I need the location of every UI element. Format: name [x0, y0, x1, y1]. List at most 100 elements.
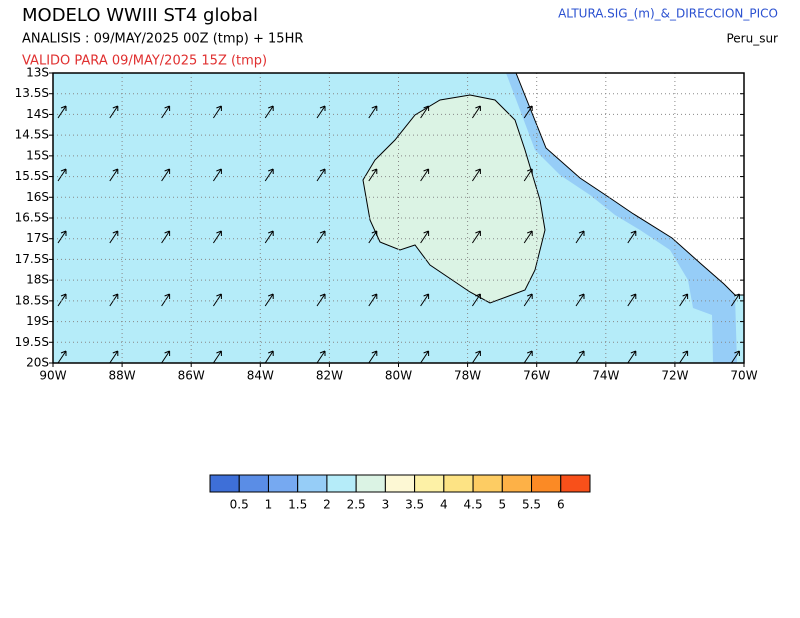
lat-label: 15S — [26, 148, 49, 162]
wave-direction-arrow — [420, 293, 430, 307]
wave-direction-arrow — [679, 293, 689, 307]
lon-label: 86W — [178, 369, 205, 383]
wave-direction-arrow — [627, 293, 637, 307]
lat-label: 16.5S — [15, 211, 49, 225]
lat-label: 17S — [26, 231, 49, 245]
colorbar-box — [326, 474, 357, 493]
wave-direction-arrow — [109, 293, 119, 307]
wave-direction-arrow — [212, 168, 222, 182]
colorbar-label: 5.5 — [522, 498, 541, 512]
lat-label: 19.5S — [15, 335, 49, 349]
wave-direction-arrow — [264, 105, 274, 119]
contour-2-5 — [362, 94, 546, 304]
wave-direction-arrow — [109, 168, 119, 182]
wave-direction-arrow — [368, 293, 378, 307]
wave-direction-arrow — [316, 293, 326, 307]
lat-label: 18.5S — [15, 293, 49, 307]
wave-direction-arrow — [523, 230, 533, 244]
lon-label: 78W — [454, 369, 481, 383]
wave-direction-arrow — [420, 350, 430, 364]
wave-direction-arrow — [368, 230, 378, 244]
wave-direction-arrow — [161, 105, 171, 119]
analysis: ANALISIS : 09/MAY/2025 00Z (tmp) + 15HR — [22, 32, 303, 47]
wave-direction-arrow — [368, 350, 378, 364]
lon-label: 74W — [592, 369, 619, 383]
colorbar: 0.5 1 1.5 2 2.5 3 3.5 4 4.5 5 5.5 6 — [209, 474, 591, 512]
colorbar-box — [267, 474, 299, 493]
colorbar-label: 5 — [498, 498, 506, 512]
colorbar-box — [560, 474, 591, 493]
wave-direction-arrow — [627, 350, 637, 364]
colorbar-box — [384, 474, 416, 493]
lat-label: 13.5S — [15, 86, 49, 100]
wave-direction-arrow — [575, 350, 585, 364]
wave-direction-arrow — [523, 350, 533, 364]
colorbar-box — [501, 474, 533, 493]
wave-direction-arrow — [471, 230, 481, 244]
colorbar-label: 0.5 — [230, 498, 249, 512]
colorbar-box — [238, 474, 269, 493]
wave-direction-arrow — [730, 293, 740, 307]
wave-direction-arrow — [109, 230, 119, 244]
wave-direction-arrow — [161, 230, 171, 244]
colorbar-label: 6 — [557, 498, 565, 512]
wave-direction-arrow — [523, 105, 533, 119]
wave-direction-arrow — [316, 105, 326, 119]
lon-label: 72W — [661, 369, 688, 383]
lon-label: 88W — [109, 369, 136, 383]
lat-label: 16S — [26, 190, 49, 204]
colorbar-box — [414, 474, 445, 493]
wave-direction-arrow — [368, 105, 378, 119]
wave-direction-arrow — [264, 168, 274, 182]
colorbar-label: 4 — [440, 498, 448, 512]
colorbar-box — [472, 474, 503, 493]
wave-direction-arrow — [57, 105, 67, 119]
wave-direction-arrow — [420, 168, 430, 182]
wave-direction-arrow — [420, 105, 430, 119]
wave-direction-arrow — [161, 350, 171, 364]
lon-label: 90W — [39, 369, 66, 383]
wave-direction-arrow — [471, 105, 481, 119]
lat-label: 14.5S — [15, 128, 49, 142]
wave-direction-arrow — [161, 168, 171, 182]
wave-direction-arrow — [420, 230, 430, 244]
wave-direction-arrow — [264, 350, 274, 364]
lat-label: 20S — [26, 356, 49, 370]
lon-label: 70W — [730, 369, 757, 383]
wave-direction-arrow — [212, 230, 222, 244]
colorbar-label: 3.5 — [405, 498, 424, 512]
lat-label: 13S — [26, 66, 49, 80]
lat-label: 19S — [26, 314, 49, 328]
variable: ALTURA.SIG_(m)_&_DIRECCION_PICO — [558, 7, 778, 21]
colorbar-box — [209, 474, 240, 493]
wave-direction-arrow — [679, 350, 689, 364]
colorbar-label: 2.5 — [347, 498, 366, 512]
wave-direction-arrow — [212, 105, 222, 119]
wave-direction-arrow — [57, 230, 67, 244]
lon-label: 82W — [316, 369, 343, 383]
wave-direction-arrow — [316, 168, 326, 182]
lat-label: 15.5S — [15, 169, 49, 183]
wave-direction-arrow — [627, 230, 637, 244]
lat-label: 14S — [26, 107, 49, 121]
wave-direction-arrow — [264, 230, 274, 244]
wave-direction-arrow — [730, 350, 740, 364]
wave-direction-arrow — [212, 293, 222, 307]
colorbar-box — [297, 474, 328, 493]
wave-direction-arrow — [57, 350, 67, 364]
lon-label: 84W — [247, 369, 274, 383]
wave-direction-arrow — [316, 350, 326, 364]
wave-direction-arrow — [57, 168, 67, 182]
wave-direction-arrow — [471, 293, 481, 307]
colorbar-label: 1 — [265, 498, 273, 512]
colorbar-label: 1.5 — [288, 498, 307, 512]
wave-direction-arrow — [109, 105, 119, 119]
wave-direction-arrow — [471, 168, 481, 182]
colorbar-box — [443, 474, 474, 493]
region: Peru_sur — [726, 32, 778, 46]
wave-direction-arrow — [523, 293, 533, 307]
colorbar-label: 4.5 — [464, 498, 483, 512]
lon-label: 76W — [523, 369, 550, 383]
colorbar-box — [355, 474, 386, 493]
